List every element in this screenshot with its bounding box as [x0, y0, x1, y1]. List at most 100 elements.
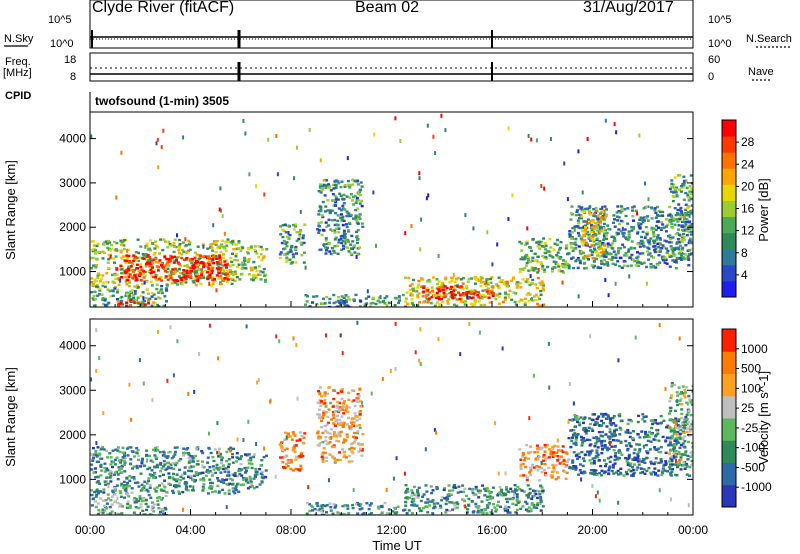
echo-cell [592, 460, 596, 463]
echo-cell [133, 301, 137, 304]
echo-cell [599, 207, 603, 211]
echo-cell [524, 280, 528, 283]
echo-cell [132, 296, 136, 300]
echo-cell [201, 255, 205, 259]
echo-cell [157, 507, 161, 510]
echo-cell [666, 470, 670, 473]
echo-cell [529, 274, 532, 279]
echo-cell [448, 489, 451, 492]
echo-cell [619, 419, 623, 423]
echo-cell [565, 452, 569, 455]
echo-cell [135, 466, 139, 470]
echo-cell [208, 274, 212, 277]
echo-cell [677, 213, 681, 216]
echo-cell [615, 428, 618, 432]
echo-cell [495, 283, 499, 286]
echo-cell [650, 217, 654, 220]
echo-cell [488, 495, 492, 498]
echo-cell [235, 452, 239, 455]
echo-cell [605, 253, 608, 256]
echo-cell [644, 181, 646, 186]
echo-cell [656, 234, 660, 237]
echo-cell [672, 427, 676, 431]
echo-cell [650, 462, 654, 465]
echo-cell [658, 261, 662, 264]
echo-cell [592, 227, 596, 230]
echo-cell [103, 466, 107, 470]
echo-cell [679, 456, 683, 459]
echo-cell [580, 208, 584, 212]
echo-cell [126, 481, 130, 485]
echo-cell [432, 506, 436, 510]
echo-cell [673, 260, 677, 263]
echo-cell [465, 511, 469, 514]
echo-cell [114, 277, 118, 280]
echo-cell [660, 221, 664, 224]
echo-cell [479, 296, 483, 300]
echo-cell [495, 508, 499, 511]
echo-cell [356, 238, 359, 241]
echo-cell [642, 261, 646, 264]
echo-cell [507, 296, 511, 299]
echo-cell [478, 489, 482, 493]
echo-cell [610, 469, 614, 473]
echo-cell [341, 239, 345, 243]
date-title: 31/Aug/2017 [583, 0, 674, 16]
echo-cell [339, 216, 343, 220]
echo-cell [246, 466, 250, 469]
echo-cell [485, 498, 489, 501]
echo-cell [479, 511, 483, 514]
echo-cell [456, 502, 460, 506]
echo-cell [184, 488, 188, 491]
echo-cell [338, 418, 342, 422]
echo-cell [573, 425, 577, 429]
echo-cell [416, 286, 420, 289]
echo-cell [668, 220, 672, 223]
echo-cell [156, 499, 160, 502]
echo-cell [603, 444, 607, 447]
echo-cell [335, 458, 339, 462]
echo-cell [548, 385, 551, 390]
echo-cell [552, 248, 556, 251]
echo-cell [254, 250, 258, 253]
echo-cell [473, 276, 477, 279]
echo-cell [200, 268, 204, 271]
echo-cell [295, 439, 299, 442]
echo-cell [418, 301, 422, 304]
noise-right-tick-bottom: 10^0 [708, 38, 732, 50]
echo-cell [258, 273, 262, 276]
echo-cell [302, 234, 305, 237]
echo-cell [422, 301, 426, 304]
echo-cell [573, 414, 577, 417]
echo-cell [654, 421, 657, 425]
echo-cell [192, 267, 196, 270]
echo-cell [321, 200, 325, 204]
echo-cell [280, 440, 284, 444]
echo-cell [263, 274, 267, 278]
echo-cell [96, 475, 100, 478]
echo-cell [687, 409, 691, 412]
echo-cell [306, 295, 309, 298]
echo-cell [430, 491, 434, 495]
echo-cell [596, 453, 600, 456]
echo-cell [603, 439, 607, 443]
echo-cell [158, 297, 162, 300]
echo-cell [232, 490, 236, 493]
echo-cell [106, 242, 109, 245]
echo-cell [653, 207, 657, 210]
echo-cell [635, 443, 639, 446]
echo-cell [648, 252, 652, 255]
echo-cell [231, 273, 235, 277]
echo-cell [569, 429, 573, 432]
echo-cell [526, 278, 530, 281]
echo-cell [451, 489, 455, 492]
echo-cell [261, 256, 265, 259]
echo-cell [173, 270, 177, 274]
echo-cell [104, 483, 108, 486]
echo-cell [467, 291, 470, 294]
echo-cell [686, 214, 690, 217]
echo-cell [101, 250, 105, 253]
echo-cell [263, 280, 267, 283]
echo-cell [183, 258, 186, 261]
echo-cell [133, 481, 137, 485]
